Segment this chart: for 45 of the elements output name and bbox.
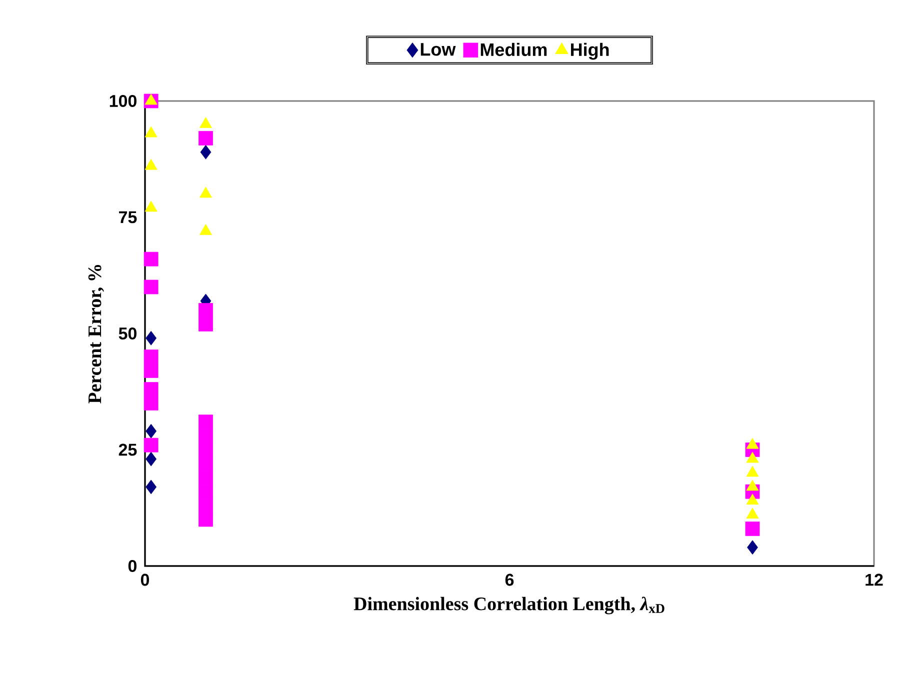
point [144, 396, 158, 410]
point [199, 224, 212, 235]
point [198, 414, 213, 430]
x-tick-label: 12 [866, 574, 883, 586]
point [198, 317, 213, 332]
point [198, 131, 213, 146]
point [146, 480, 157, 494]
point [144, 438, 158, 452]
y-axis-title: Percent Error, % [88, 265, 104, 404]
point [198, 456, 213, 471]
point [144, 252, 158, 266]
legend-label: Low [420, 43, 456, 56]
point [144, 158, 158, 170]
point [144, 94, 158, 105]
y-tick-label: 25 [118, 444, 137, 456]
point [146, 424, 157, 438]
point [198, 484, 213, 499]
point [144, 382, 158, 396]
y-tick-label: 100 [110, 94, 136, 108]
point [198, 470, 213, 485]
point [198, 303, 213, 318]
point [146, 452, 157, 466]
point [198, 498, 213, 513]
point [144, 350, 158, 364]
point [144, 126, 158, 138]
legend-label: High [571, 42, 609, 60]
point [199, 186, 212, 198]
y-tick-label: 50 [118, 327, 136, 340]
x-tick-label: 6 [505, 574, 514, 586]
legend-label: Medium [480, 42, 547, 56]
y-tick-label: 75 [119, 211, 137, 224]
x-tick-label: 0 [140, 574, 150, 586]
point [198, 428, 213, 443]
y-tick-label: 0 [128, 560, 136, 572]
point [144, 280, 158, 294]
point [198, 442, 213, 457]
point [146, 330, 157, 346]
point [200, 144, 212, 160]
point [199, 117, 212, 128]
point [747, 540, 758, 555]
point [745, 522, 760, 536]
point [144, 364, 158, 378]
point [144, 200, 158, 212]
point [198, 512, 213, 527]
x-axis-title: Dimensionless Correlation Length, λ$_{xD}$ [354, 596, 664, 614]
